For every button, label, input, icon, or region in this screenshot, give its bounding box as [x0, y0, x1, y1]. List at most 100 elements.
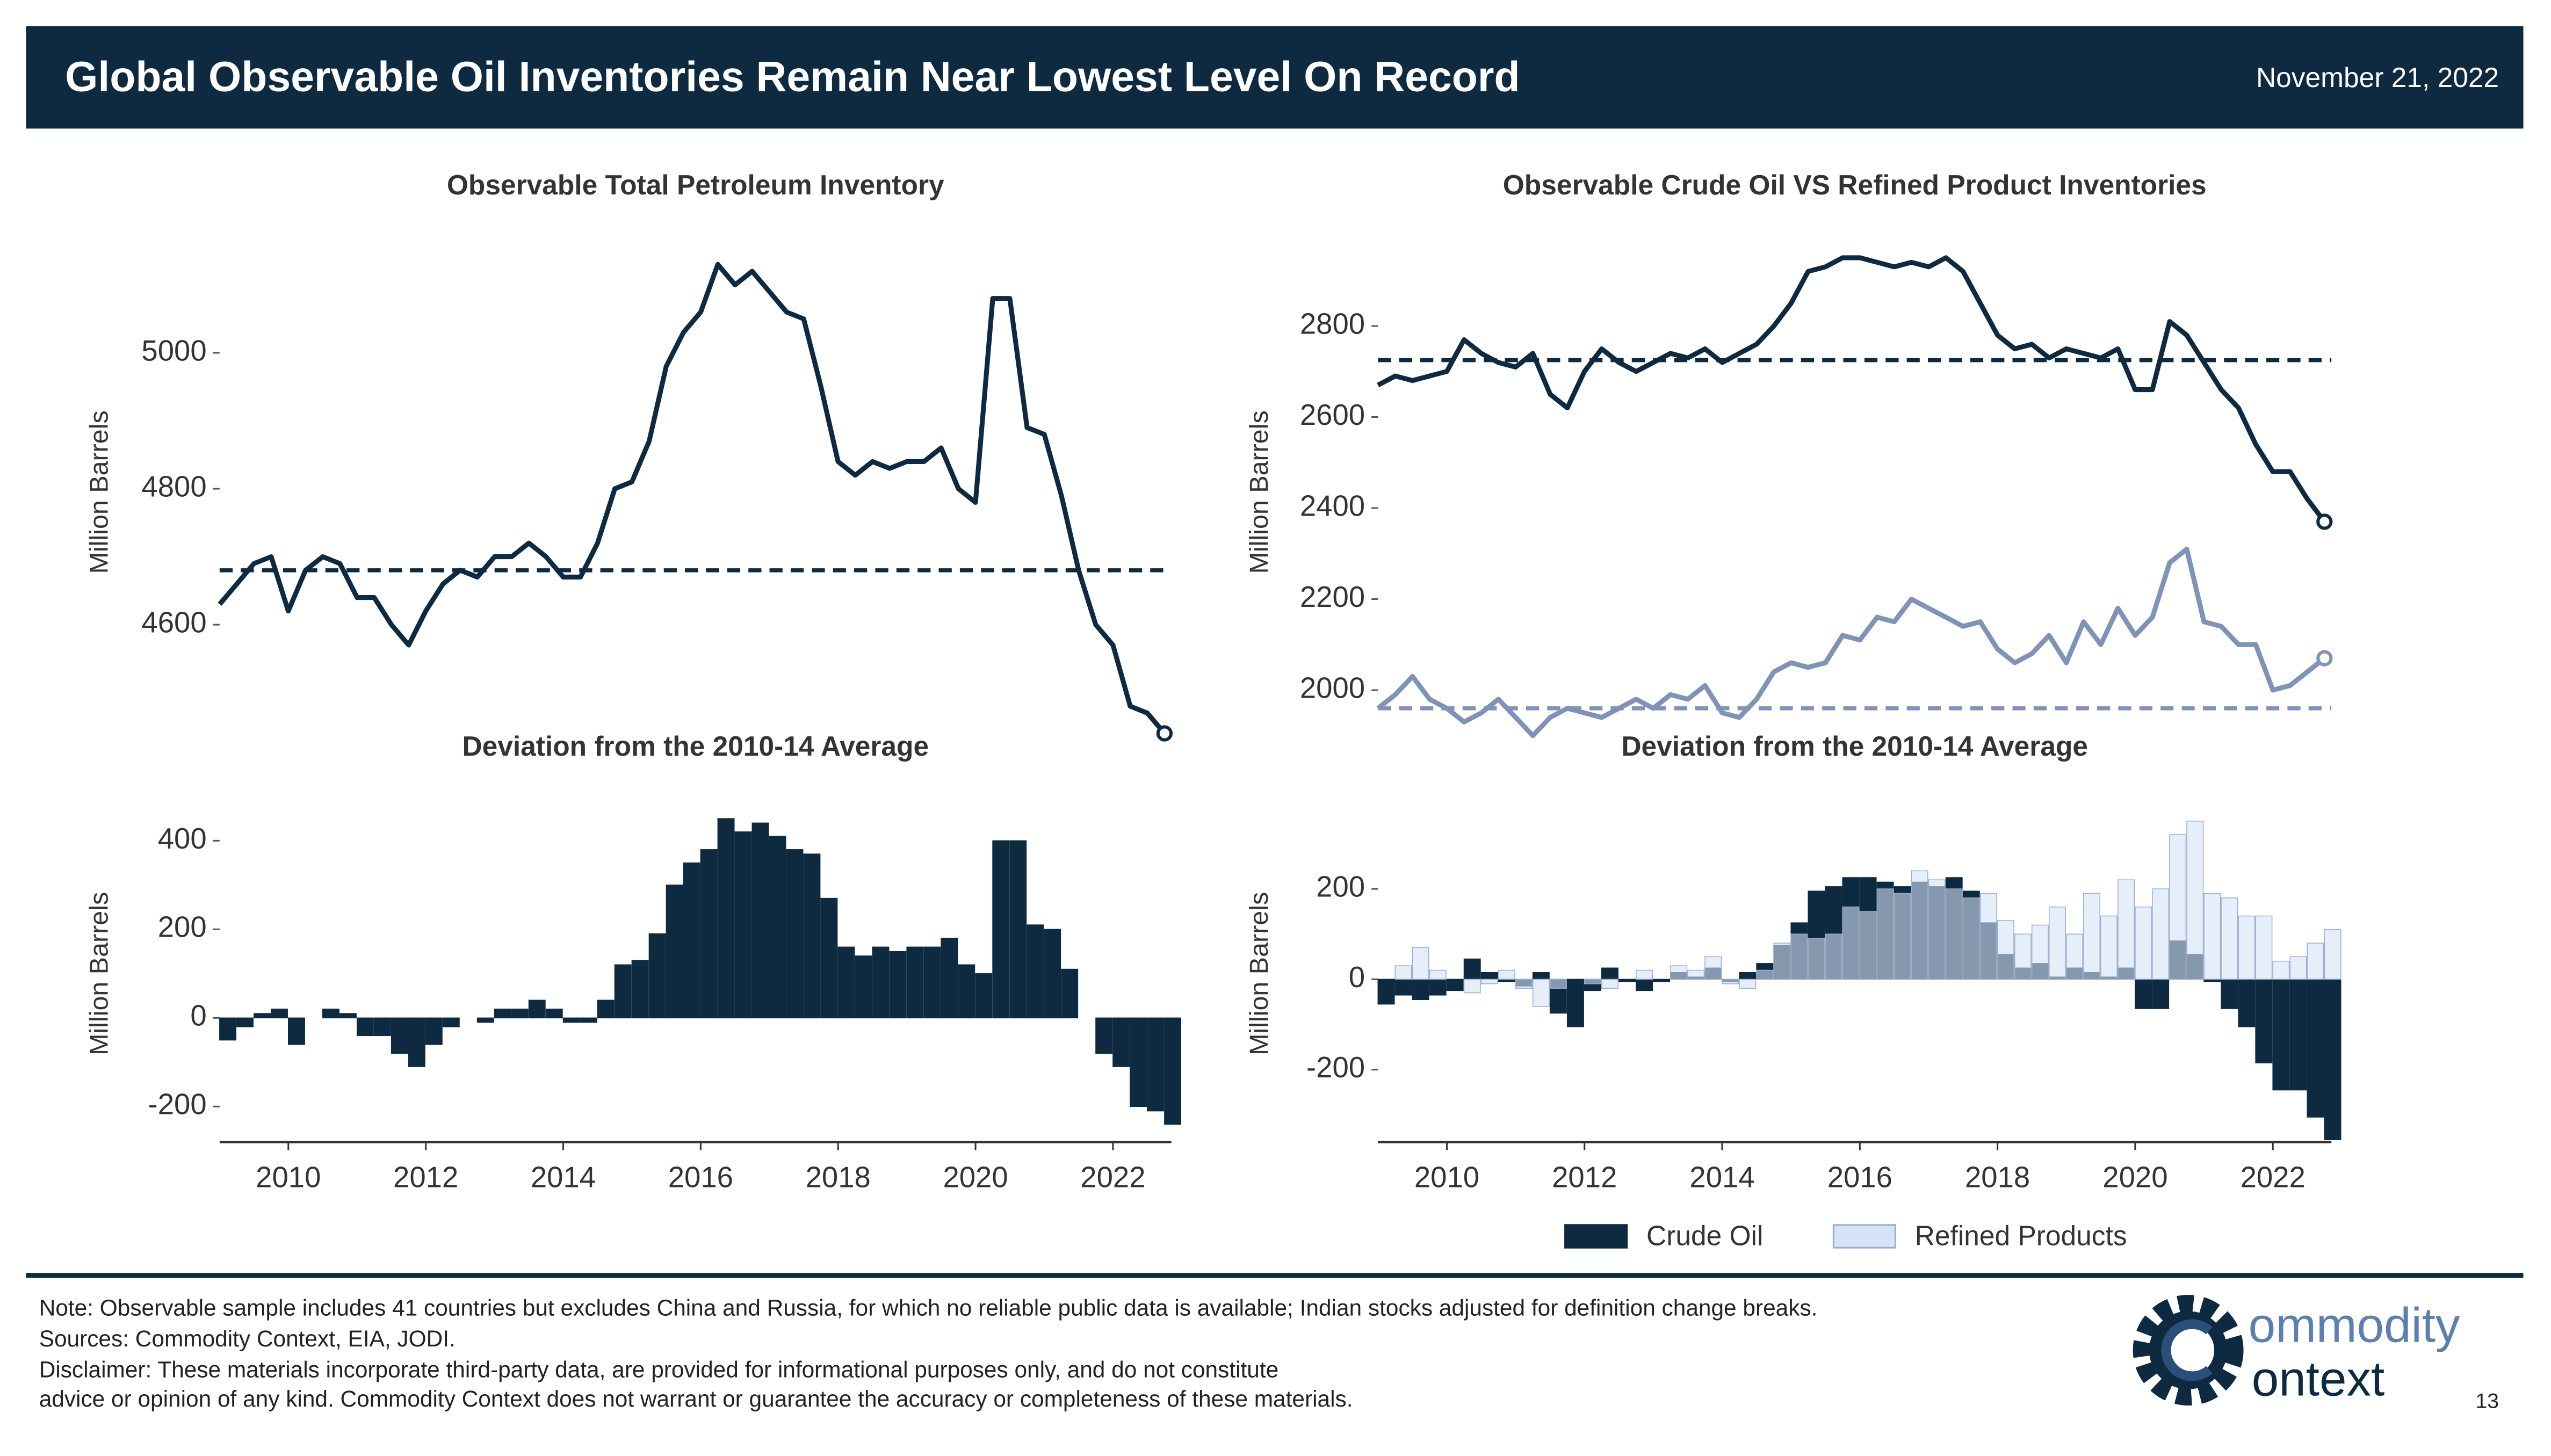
- bar: [545, 1009, 563, 1019]
- bar: [1095, 1017, 1113, 1054]
- bar: [2014, 933, 2032, 980]
- bar: [820, 897, 838, 1019]
- x-tick-label: 2010: [1414, 1161, 1479, 1193]
- bar: [717, 818, 735, 1019]
- y-tick-label: 5000: [141, 334, 206, 367]
- bar: [2307, 943, 2324, 980]
- x-tick-label: 2010: [256, 1161, 321, 1193]
- y-tick-label: 0: [1349, 961, 1365, 994]
- bar: [1009, 840, 1027, 1019]
- y-tick-label: 2600: [1300, 399, 1365, 431]
- footer-note: Sources: Commodity Context, EIA, JODI.: [39, 1326, 456, 1351]
- bar: [2255, 979, 2273, 1063]
- end-marker: [2316, 650, 2333, 667]
- legend-label: Crude Oil: [1646, 1220, 1763, 1251]
- bar: [1790, 933, 1808, 980]
- bar: [2066, 933, 2083, 980]
- bar: [236, 1017, 254, 1027]
- logo-gear-ring: [2149, 1311, 2228, 1389]
- bar: [803, 853, 821, 1019]
- bar: [751, 822, 769, 1019]
- y-tick-label: 2400: [1300, 489, 1365, 522]
- bar: [1636, 979, 1653, 991]
- chart: Deviation from the 2010-14 Average Millio…: [85, 730, 1182, 1193]
- bar: [1704, 956, 1722, 980]
- bar: [2324, 979, 2342, 1140]
- bar: [1601, 979, 1618, 989]
- bar: [2152, 888, 2170, 980]
- y-axis-label: Million Barrels: [85, 410, 114, 574]
- x-tick-label: 2016: [1827, 1161, 1892, 1193]
- bar: [442, 1017, 460, 1027]
- bar: [683, 862, 700, 1019]
- bar: [1773, 943, 1791, 980]
- bar: [1463, 979, 1481, 994]
- footer-note: Disclaimer: These materials incorporate …: [39, 1357, 1279, 1382]
- bar: [1377, 979, 1395, 1005]
- bar: [1027, 924, 1044, 1019]
- bar: [1756, 969, 1774, 980]
- x-tick-label: 2016: [668, 1161, 733, 1193]
- logo-text: ontext: [2252, 1352, 2385, 1407]
- bar: [923, 946, 941, 1019]
- x-tick-label: 2014: [531, 1161, 596, 1193]
- bar: [2307, 979, 2324, 1118]
- bar: [1601, 967, 1618, 980]
- header-bar: [26, 26, 2524, 129]
- bar: [580, 1017, 597, 1023]
- bar: [958, 964, 975, 1019]
- y-tick-label: 200: [158, 911, 207, 944]
- bar: [2135, 906, 2152, 980]
- bar: [2083, 893, 2100, 980]
- footer-note: Note: Observable sample includes 41 coun…: [39, 1295, 1818, 1320]
- chart: Deviation from the 2010-14 Average Millio…: [1245, 730, 2342, 1251]
- legend-swatch: [1832, 1224, 1896, 1249]
- bar: [476, 1017, 494, 1023]
- bar: [1979, 893, 1997, 980]
- header-date: November 21, 2022: [2256, 62, 2499, 93]
- bar: [2186, 821, 2204, 980]
- bar: [1894, 893, 1911, 980]
- bar: [1722, 979, 1739, 984]
- logo-gear: [2133, 1295, 2244, 1406]
- bar: [2289, 956, 2307, 980]
- bar: [1394, 965, 1412, 980]
- bar: [2289, 979, 2307, 1091]
- bar: [373, 1017, 391, 1037]
- bar: [1130, 1017, 1147, 1107]
- bar: [889, 951, 907, 1019]
- x-tick-label: 2018: [1965, 1161, 2030, 1193]
- footer-note: advice or opinion of any kind. Commodity…: [39, 1386, 1353, 1411]
- y-axis-label: Million Barrels: [1245, 410, 1274, 574]
- bar: [2272, 979, 2290, 1091]
- bar: [2221, 979, 2238, 1009]
- x-tick-label: 2022: [2241, 1161, 2306, 1193]
- chart-title: Observable Total Petroleum Inventory: [447, 169, 944, 200]
- chart-title: Deviation from the 2010-14 Average: [1621, 730, 2088, 762]
- bar: [1945, 888, 1963, 980]
- bar: [1653, 979, 1671, 982]
- y-tick-label: 0: [190, 999, 206, 1032]
- bar: [1147, 1017, 1165, 1112]
- series-line: [1377, 255, 2327, 524]
- bar: [1928, 879, 1946, 980]
- logo: ommodity ontext: [2133, 1295, 2460, 1407]
- bar: [769, 836, 786, 1019]
- bar: [1876, 888, 1894, 980]
- legend-label: Refined Products: [1915, 1220, 2127, 1251]
- bar: [1061, 968, 1079, 1019]
- bar: [1429, 969, 1447, 980]
- x-tick-label: 2018: [806, 1161, 871, 1193]
- bar: [1618, 979, 1636, 982]
- bar: [1412, 979, 1429, 1000]
- bar: [1480, 972, 1498, 980]
- bar: [1687, 969, 1705, 980]
- x-tick-label: 2020: [2102, 1161, 2167, 1193]
- bar: [1825, 933, 1842, 980]
- header-title: Global Observable Oil Inventories Remain…: [65, 53, 1520, 100]
- y-tick-label: 4600: [141, 606, 206, 639]
- bar: [1515, 979, 1533, 989]
- bar: [992, 840, 1010, 1019]
- bar: [2272, 960, 2290, 980]
